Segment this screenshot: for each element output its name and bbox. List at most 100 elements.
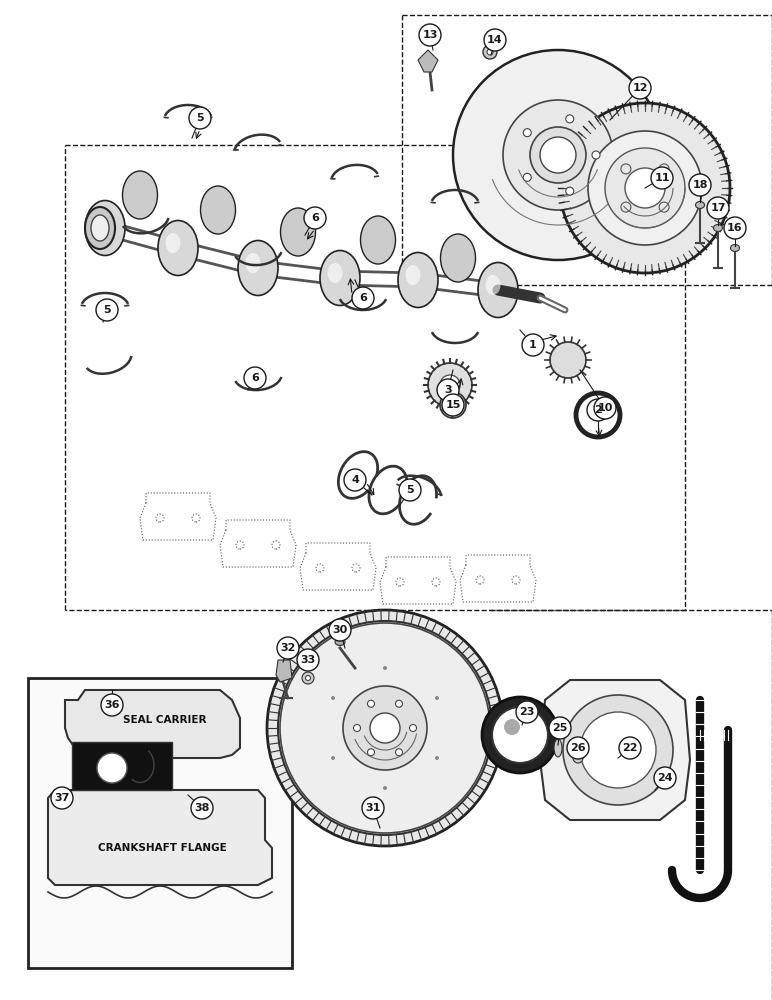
Circle shape	[344, 469, 366, 491]
Circle shape	[97, 753, 127, 783]
Ellipse shape	[238, 240, 278, 296]
Text: 33: 33	[300, 655, 316, 665]
Text: 13: 13	[422, 30, 438, 40]
Circle shape	[629, 77, 651, 99]
Circle shape	[492, 707, 548, 763]
Circle shape	[504, 719, 520, 735]
Text: 38: 38	[195, 803, 210, 813]
Ellipse shape	[696, 202, 705, 209]
Circle shape	[362, 797, 384, 819]
Text: 5: 5	[406, 485, 414, 495]
Ellipse shape	[361, 216, 395, 264]
Circle shape	[101, 694, 123, 716]
Circle shape	[440, 375, 460, 395]
Circle shape	[306, 676, 310, 680]
Text: 30: 30	[333, 625, 347, 635]
Circle shape	[550, 342, 586, 378]
Text: 6: 6	[359, 293, 367, 303]
Text: 6: 6	[251, 373, 259, 383]
Text: 11: 11	[654, 173, 670, 183]
Text: 16: 16	[727, 223, 743, 233]
Text: 22: 22	[622, 743, 638, 753]
Text: SEAL CARRIER: SEAL CARRIER	[124, 715, 207, 725]
Circle shape	[440, 392, 466, 418]
Circle shape	[304, 207, 326, 229]
Text: 6: 6	[311, 213, 319, 223]
Circle shape	[592, 151, 600, 159]
Circle shape	[724, 217, 746, 239]
Text: 24: 24	[657, 773, 673, 783]
Circle shape	[280, 623, 490, 833]
Circle shape	[530, 127, 586, 183]
Text: 25: 25	[552, 723, 567, 733]
Polygon shape	[540, 680, 690, 820]
Ellipse shape	[280, 208, 316, 256]
Circle shape	[352, 287, 374, 309]
Ellipse shape	[713, 225, 723, 232]
Ellipse shape	[201, 186, 235, 234]
Circle shape	[435, 696, 439, 700]
Circle shape	[573, 753, 583, 763]
Polygon shape	[276, 660, 292, 682]
Text: 15: 15	[445, 400, 461, 410]
Circle shape	[619, 737, 641, 759]
Ellipse shape	[245, 253, 260, 273]
Circle shape	[483, 45, 497, 59]
Ellipse shape	[486, 275, 500, 295]
Circle shape	[587, 399, 609, 421]
Polygon shape	[48, 790, 272, 885]
Text: 17: 17	[710, 203, 726, 213]
Text: 36: 36	[104, 700, 120, 710]
Circle shape	[331, 756, 335, 760]
Circle shape	[580, 712, 656, 788]
Ellipse shape	[730, 244, 740, 251]
Circle shape	[395, 749, 402, 756]
Circle shape	[277, 637, 299, 659]
Text: 5: 5	[196, 113, 204, 123]
Circle shape	[370, 713, 400, 743]
Text: 23: 23	[520, 707, 535, 717]
Circle shape	[399, 479, 421, 501]
Text: 14: 14	[487, 35, 503, 45]
Text: 5: 5	[103, 305, 111, 315]
Circle shape	[482, 697, 558, 773]
FancyBboxPatch shape	[72, 742, 172, 790]
Circle shape	[560, 103, 730, 273]
Circle shape	[689, 174, 711, 196]
Circle shape	[428, 363, 472, 407]
Polygon shape	[418, 50, 438, 72]
Ellipse shape	[441, 234, 476, 282]
Circle shape	[442, 394, 464, 416]
Circle shape	[395, 700, 402, 707]
Circle shape	[588, 131, 702, 245]
Circle shape	[302, 672, 314, 684]
Polygon shape	[65, 690, 240, 758]
Circle shape	[651, 167, 673, 189]
Circle shape	[516, 701, 538, 723]
Ellipse shape	[405, 265, 421, 285]
Circle shape	[549, 717, 571, 739]
Circle shape	[354, 724, 361, 732]
Circle shape	[331, 696, 335, 700]
Ellipse shape	[478, 262, 518, 318]
Circle shape	[625, 168, 665, 208]
Circle shape	[566, 115, 574, 123]
Circle shape	[567, 737, 589, 759]
Circle shape	[447, 399, 459, 411]
Circle shape	[594, 397, 616, 419]
Text: 26: 26	[571, 743, 586, 753]
Ellipse shape	[165, 233, 181, 253]
Ellipse shape	[158, 221, 198, 275]
Ellipse shape	[398, 252, 438, 308]
Text: 3: 3	[444, 385, 452, 395]
Circle shape	[563, 695, 673, 805]
FancyBboxPatch shape	[28, 678, 292, 968]
Circle shape	[540, 137, 576, 173]
Ellipse shape	[123, 171, 157, 219]
Circle shape	[367, 749, 374, 756]
Text: 4: 4	[351, 475, 359, 485]
Circle shape	[654, 767, 676, 789]
Circle shape	[484, 29, 506, 51]
Circle shape	[487, 49, 493, 55]
Circle shape	[297, 649, 319, 671]
